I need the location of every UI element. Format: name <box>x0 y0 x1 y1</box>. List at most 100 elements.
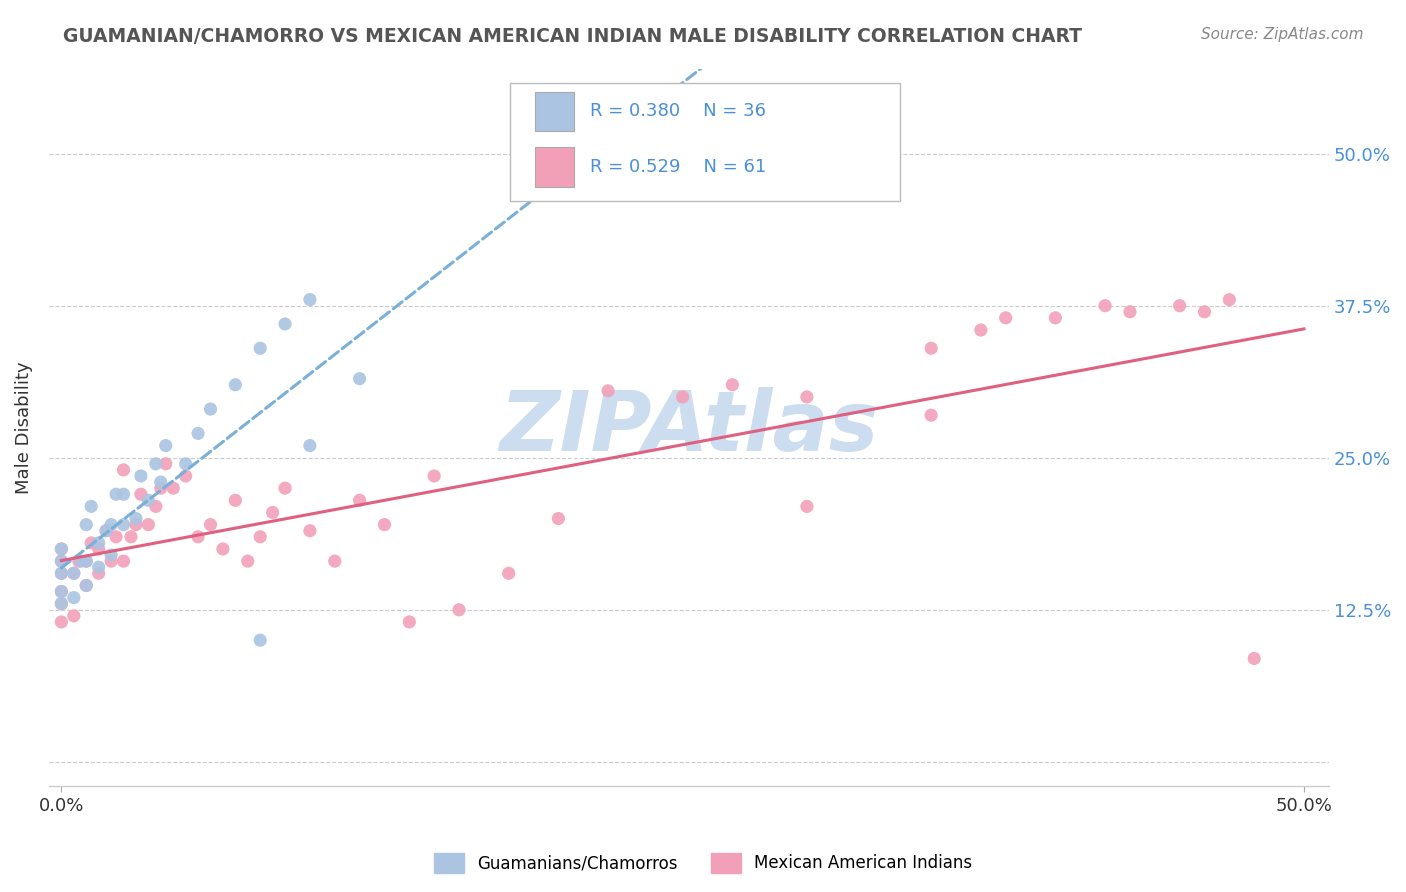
Point <box>129 487 152 501</box>
Point <box>87 560 110 574</box>
Point <box>75 517 97 532</box>
Point <box>920 408 942 422</box>
Point <box>70 554 93 568</box>
Point <box>155 439 177 453</box>
Point <box>249 633 271 648</box>
Point <box>112 517 135 532</box>
Point <box>80 536 103 550</box>
Text: GUAMANIAN/CHAMORRO VS MEXICAN AMERICAN INDIAN MALE DISABILITY CORRELATION CHART: GUAMANIAN/CHAMORRO VS MEXICAN AMERICAN I… <box>63 27 1083 45</box>
Point <box>398 615 420 629</box>
Point <box>87 536 110 550</box>
Point <box>87 541 110 556</box>
Point <box>274 481 297 495</box>
Point <box>63 566 86 581</box>
Point <box>447 603 470 617</box>
Point <box>125 517 148 532</box>
Point <box>94 524 117 538</box>
Point <box>200 517 222 532</box>
Point <box>423 469 446 483</box>
Point <box>149 481 172 495</box>
Point <box>1218 293 1240 307</box>
Text: R = 0.380    N = 36: R = 0.380 N = 36 <box>591 103 766 120</box>
Point <box>94 524 117 538</box>
Point <box>174 469 197 483</box>
Point <box>51 584 73 599</box>
Point <box>105 530 128 544</box>
Point <box>51 566 73 581</box>
Point <box>1168 299 1191 313</box>
Point <box>349 493 371 508</box>
Point <box>138 517 160 532</box>
Text: R = 0.529    N = 61: R = 0.529 N = 61 <box>591 158 766 176</box>
Point <box>129 469 152 483</box>
Point <box>598 384 620 398</box>
Point <box>80 500 103 514</box>
Point <box>51 584 73 599</box>
Point <box>212 541 235 556</box>
Point <box>155 457 177 471</box>
Point <box>138 493 160 508</box>
Point <box>298 524 321 538</box>
Point <box>249 341 271 355</box>
Point <box>75 554 97 568</box>
FancyBboxPatch shape <box>536 147 574 186</box>
Point <box>349 372 371 386</box>
Point <box>796 390 818 404</box>
Point <box>75 578 97 592</box>
Point <box>721 377 744 392</box>
Point <box>149 475 172 489</box>
Point <box>67 554 90 568</box>
Point <box>51 554 73 568</box>
Point <box>51 597 73 611</box>
Point <box>498 566 520 581</box>
Point <box>112 463 135 477</box>
FancyBboxPatch shape <box>510 83 900 202</box>
Point <box>298 293 321 307</box>
Point <box>75 578 97 592</box>
Point <box>105 487 128 501</box>
Point <box>125 511 148 525</box>
Point <box>100 548 122 562</box>
Point <box>249 530 271 544</box>
Point <box>323 554 346 568</box>
Point <box>672 390 695 404</box>
Point <box>145 500 167 514</box>
Point <box>187 530 209 544</box>
Point <box>51 541 73 556</box>
Point <box>51 615 73 629</box>
Point <box>63 608 86 623</box>
Point <box>1194 305 1216 319</box>
Point <box>51 554 73 568</box>
FancyBboxPatch shape <box>536 92 574 131</box>
Point <box>145 457 167 471</box>
Point <box>994 310 1017 325</box>
Point <box>298 439 321 453</box>
Point <box>920 341 942 355</box>
Text: Source: ZipAtlas.com: Source: ZipAtlas.com <box>1201 27 1364 42</box>
Text: ZIPAtlas: ZIPAtlas <box>499 387 879 467</box>
Point <box>63 591 86 605</box>
Point <box>373 517 395 532</box>
Point <box>1243 651 1265 665</box>
Y-axis label: Male Disability: Male Disability <box>15 361 32 493</box>
Point <box>100 517 122 532</box>
Point <box>112 487 135 501</box>
Point <box>200 402 222 417</box>
Point <box>970 323 993 337</box>
Point <box>51 566 73 581</box>
Point <box>1119 305 1142 319</box>
Point <box>1094 299 1116 313</box>
Point <box>51 541 73 556</box>
Point <box>224 493 246 508</box>
Point <box>796 500 818 514</box>
Point <box>187 426 209 441</box>
Legend: Guamanians/Chamorros, Mexican American Indians: Guamanians/Chamorros, Mexican American I… <box>427 847 979 880</box>
Point <box>547 511 569 525</box>
Point <box>100 554 122 568</box>
Point <box>120 530 142 544</box>
Point <box>174 457 197 471</box>
Point <box>162 481 184 495</box>
Point <box>274 317 297 331</box>
Point <box>224 377 246 392</box>
Point <box>236 554 259 568</box>
